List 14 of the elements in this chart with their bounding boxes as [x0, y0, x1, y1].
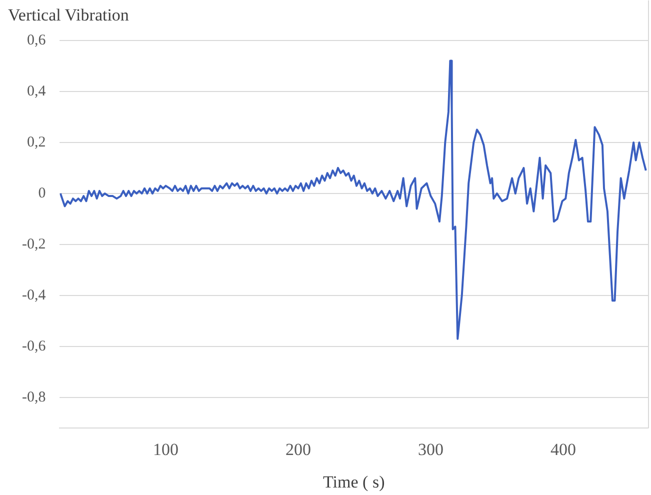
y-tick-label: -0,6 — [22, 338, 46, 354]
y-tick-label: -0,2 — [22, 236, 46, 252]
y-tick-label: 0,6 — [26, 32, 46, 48]
y-tick-label: 0,4 — [26, 83, 46, 100]
x-axis-title: Time ( s) — [323, 472, 385, 492]
y-tick-label: 0,2 — [26, 134, 46, 150]
y-tick-label: -0,4 — [22, 287, 46, 304]
x-tick-label: 300 — [418, 440, 444, 459]
y-tick-label: 0 — [38, 185, 46, 202]
x-tick-label: 200 — [285, 440, 311, 459]
chart-title: Vertical Vibration — [8, 6, 130, 25]
x-tick-label: 400 — [550, 440, 576, 459]
x-tick-label: 100 — [152, 440, 178, 459]
y-tick-label: -0,8 — [22, 390, 46, 406]
